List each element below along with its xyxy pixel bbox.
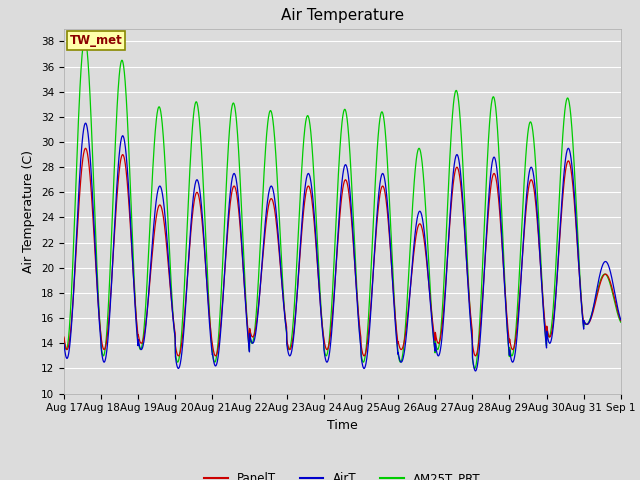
- X-axis label: Time: Time: [327, 419, 358, 432]
- Title: Air Temperature: Air Temperature: [281, 9, 404, 24]
- Y-axis label: Air Temperature (C): Air Temperature (C): [22, 150, 35, 273]
- Legend: PanelT, AirT, AM25T_PRT: PanelT, AirT, AM25T_PRT: [199, 468, 486, 480]
- Text: TW_met: TW_met: [70, 35, 122, 48]
